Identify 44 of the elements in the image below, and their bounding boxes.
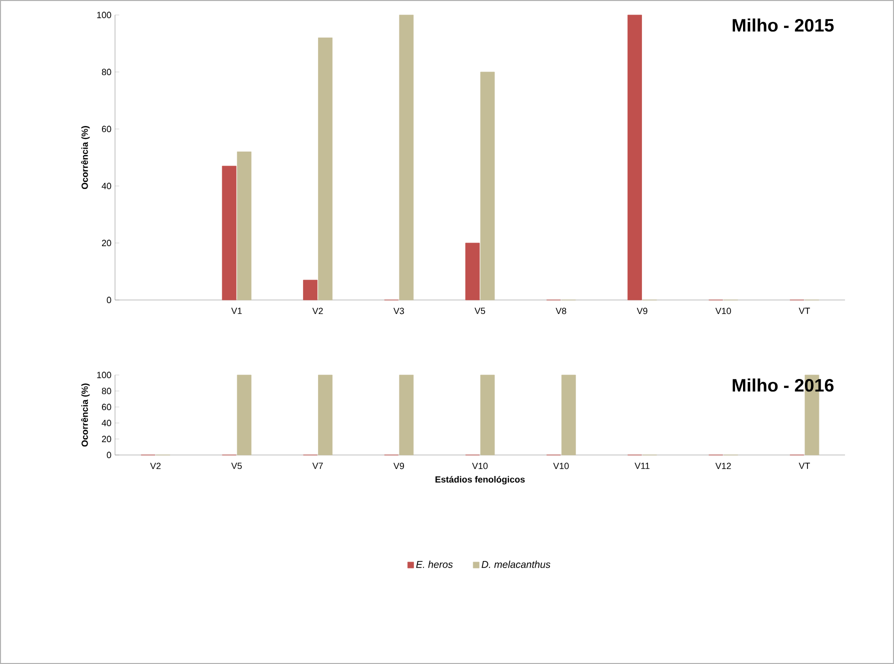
y-tick-label: 100 xyxy=(97,372,112,378)
x-tick-label: V1 xyxy=(231,308,242,314)
bar xyxy=(303,280,318,300)
x-tick-label: V9 xyxy=(393,462,404,470)
x-tick-label: V8 xyxy=(556,308,566,314)
y-axis-title: Ocorrência (%) xyxy=(81,126,90,189)
y-tick-label: 0 xyxy=(106,452,112,458)
x-tick-label: V5 xyxy=(474,308,486,314)
legend-label: E. heros xyxy=(416,560,453,568)
x-tick-label: V3 xyxy=(393,308,404,314)
y-tick-label: 20 xyxy=(102,436,112,442)
x-tick-label: V5 xyxy=(231,462,242,470)
y-tick-label: 80 xyxy=(102,68,112,76)
y-tick-label: 80 xyxy=(102,388,112,394)
bar xyxy=(480,72,495,300)
x-tick-label: V10 xyxy=(553,462,569,470)
x-tick-label: VT xyxy=(798,308,810,314)
x-tick-label: V12 xyxy=(715,462,731,470)
chart-title: Milho - 2015 xyxy=(732,18,834,32)
y-axis-title: Ocorrência (%) xyxy=(81,384,90,446)
bar xyxy=(399,14,414,300)
bar xyxy=(222,166,236,300)
x-axis-title: Estádios fenológicos xyxy=(436,476,525,484)
y-tick-label: 100 xyxy=(97,12,112,18)
bar xyxy=(318,38,332,300)
bar xyxy=(236,152,252,300)
y-tick-label: 40 xyxy=(102,420,112,426)
x-tick-label: V10 xyxy=(715,308,731,314)
bar xyxy=(465,242,480,300)
y-tick-label: 60 xyxy=(102,404,112,410)
y-tick-label: 40 xyxy=(102,182,112,190)
chart-title: Milho - 2016 xyxy=(732,378,834,392)
x-tick-label: V11 xyxy=(634,462,650,469)
x-tick-label: V2 xyxy=(312,308,323,314)
x-tick-label: V9 xyxy=(636,308,648,314)
x-tick-label: V7 xyxy=(312,462,323,469)
y-tick-label: 60 xyxy=(102,126,112,132)
bar xyxy=(628,14,642,300)
x-tick-label: V2 xyxy=(150,462,161,470)
x-tick-label: V10 xyxy=(472,462,488,470)
x-tick-label: VT xyxy=(798,462,810,469)
y-tick-label: 20 xyxy=(102,240,112,246)
y-tick-label: 0 xyxy=(106,296,112,304)
legend-label: D. melacanthus xyxy=(482,560,550,568)
